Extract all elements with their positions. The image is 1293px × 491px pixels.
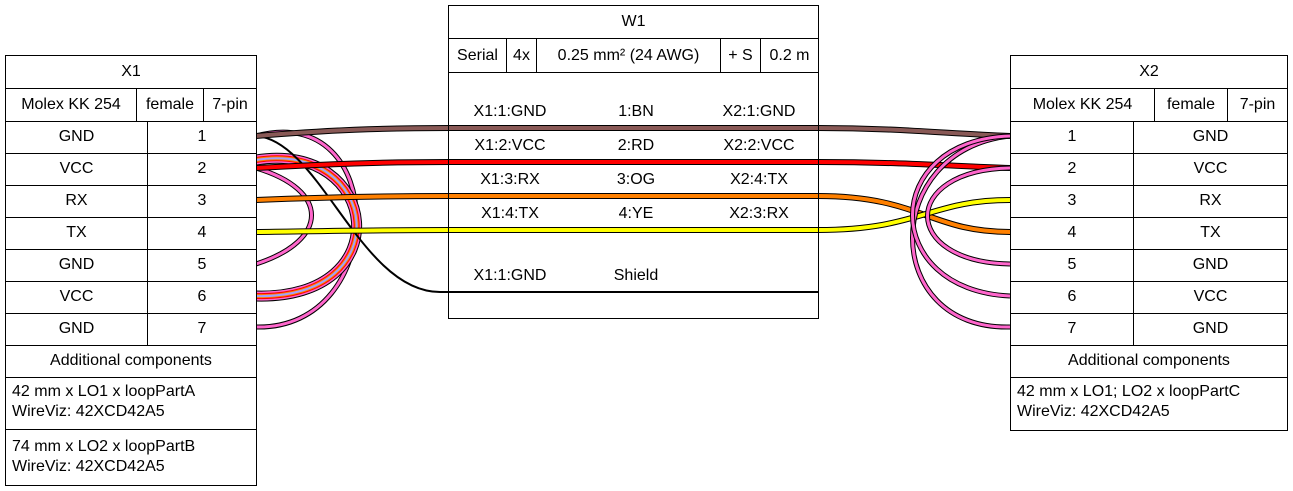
w1-shield-left-label: X1:1:GND [473,267,547,284]
x1-gender: female [145,96,195,113]
x1-pin-number: 4 [197,224,207,241]
x2-pin-label: GND [1192,128,1229,145]
shield-wire [255,135,818,293]
w1-wire-right-label: X2:4:TX [730,171,788,188]
x2-pin-label: TX [1200,224,1221,241]
w1-attr-length: 0.2 m [769,46,810,64]
x2-additional-title: Additional components [1068,352,1230,369]
x2-pin-label: GND [1192,256,1229,273]
x1-additional-title: Additional components [50,352,212,369]
x1-pin-label: GND [58,256,95,273]
w1-attr-gauge: 0.25 mm² (24 AWG) [557,46,700,64]
x1-pin-label: GND [58,128,95,145]
x1-loop-lo2 [255,165,314,267]
x2-loops [910,133,1011,330]
x1-type: Molex KK 254 [21,96,121,113]
x1-additional-line: 74 mm x LO2 x loopPartB [12,438,196,455]
x1-pin-number: 7 [197,320,207,337]
x2-pin-label: VCC [1193,288,1228,305]
x1-additional-line: 42 mm x LO1 x loopPartA [12,383,196,400]
x1-pincount: 7-pin [212,96,248,113]
w1-wire-left-label: X1:3:RX [480,171,540,188]
wire-1-bn [255,125,1011,139]
x1-additional-line: WireViz: 42XCD42A5 [12,458,165,475]
x1-pin-label: VCC [59,288,94,305]
w1-wire-color-label: 3:OG [616,171,656,188]
x2-gender: female [1166,96,1216,113]
x2-title: X2 [1139,63,1159,80]
w1-wire-left-label: X1:2:VCC [474,137,546,154]
x1-additional-line: WireViz: 42XCD42A5 [12,403,165,420]
w1-wire-left-label: X1:4:TX [481,205,539,222]
connector-x1: X1 Molex KK 254 female 7-pin GND 1 VCC 2… [5,55,257,486]
x2-pin-number: 6 [1067,288,1077,305]
x2-pin-number: 2 [1067,160,1077,177]
w1-wire-left-label: X1:1:GND [473,103,547,120]
x1-pin-label: TX [66,224,87,241]
x2-type: Molex KK 254 [1032,96,1133,113]
w1-title: W1 [621,13,646,30]
x2-additional-line: WireViz: 42XCD42A5 [1017,403,1170,420]
x2-pin-number: 4 [1067,224,1077,241]
w1-wire-color-label: 1:BN [618,103,654,120]
x2-pin-label: GND [1192,320,1229,337]
w1-shield-label: Shield [613,267,659,284]
w1-wire-color-label: 4:YE [618,205,654,222]
x1-pin-label: VCC [59,160,94,177]
x2-pin-label: RX [1199,192,1222,209]
w1-wire-right-label: X2:1:GND [722,103,796,120]
x2-pin-number: 1 [1067,128,1077,145]
x1-pin-number: 1 [197,128,207,145]
x1-pin-number: 5 [197,256,207,273]
x1-pin-label: GND [58,320,95,337]
w1-wire-right-label: X2:3:RX [729,205,789,222]
w1-attr-count: 4x [513,46,530,64]
x2-pin-number: 7 [1067,320,1077,337]
cable-w1: W1 Serial 4x 0.25 mm² (24 AWG) + S 0.2 m… [448,5,819,319]
w1-wire-color-label: 2:RD [617,137,655,154]
x1-title: X1 [121,63,141,80]
x2-pin-number: 3 [1067,192,1077,209]
w1-wire-right-label: X2:2:VCC [723,137,795,154]
x2-pin-label: VCC [1193,160,1228,177]
w1-attr-shield: + S [728,46,753,64]
x1-pin-number: 6 [197,288,207,305]
x1-pin-label: RX [65,192,88,209]
x1-pin-number: 2 [197,160,207,177]
x2-additional-line: 42 mm x LO1; LO2 x loopPartC [1017,383,1241,400]
x2-pincount: 7-pin [1239,96,1276,113]
connector-x2: X2 Molex KK 254 female 7-pin 1 GND 2 VCC… [1010,55,1288,431]
x2-pin-number: 5 [1067,256,1077,273]
w1-attr-type: Serial [457,46,498,64]
x1-pin-number: 3 [197,192,207,209]
wire-2-rd [255,159,1011,171]
